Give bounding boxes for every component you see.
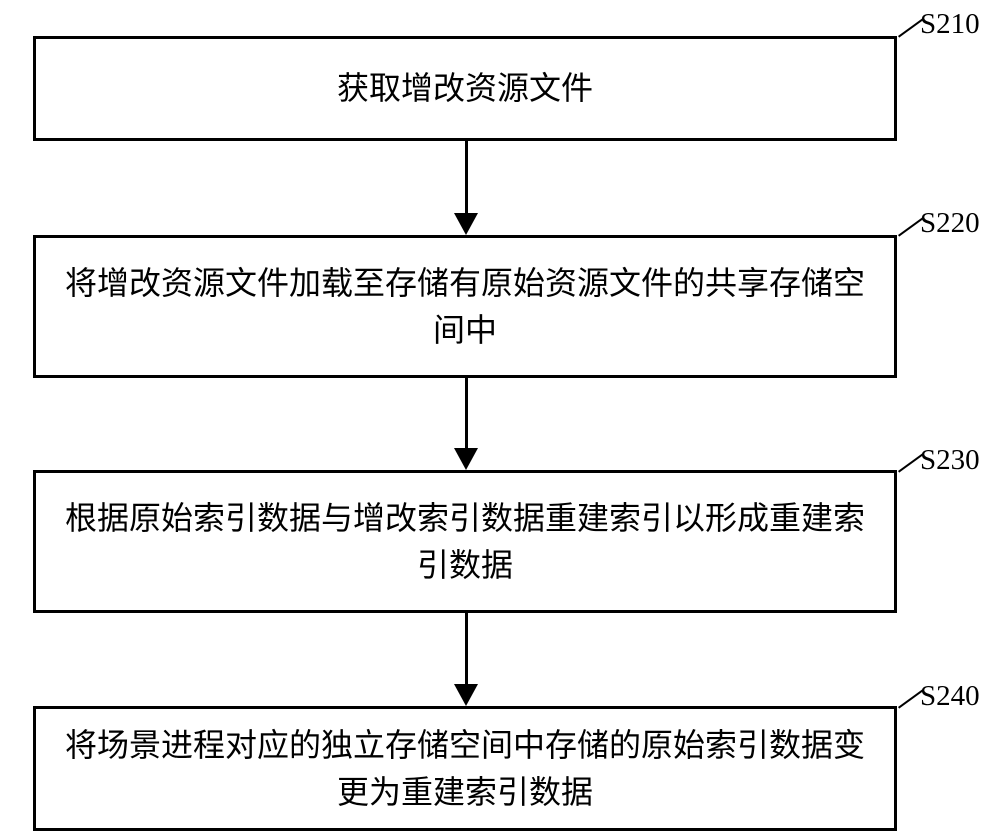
arrow-3-stem	[465, 613, 468, 684]
arrow-2-head-icon	[454, 448, 478, 470]
flowchart-canvas: 获取增改资源文件 将增改资源文件加载至存储有原始资源文件的共享存储空间中 根据原…	[0, 0, 1000, 838]
step-text: 获取增改资源文件	[337, 65, 593, 111]
arrow-1-stem	[465, 141, 468, 213]
step-label-s230: S230	[920, 444, 980, 477]
step-text: 根据原始索引数据与增改索引数据重建索引以形成重建索引数据	[56, 495, 874, 588]
step-box-s220: 将增改资源文件加载至存储有原始资源文件的共享存储空间中	[33, 235, 897, 378]
arrow-3-head-icon	[454, 684, 478, 706]
step-label-s210: S210	[920, 8, 980, 41]
arrow-1-head-icon	[454, 213, 478, 235]
step-box-s210: 获取增改资源文件	[33, 36, 897, 141]
step-text: 将场景进程对应的独立存储空间中存储的原始索引数据变更为重建索引数据	[56, 722, 874, 815]
step-label-s220: S220	[920, 207, 980, 240]
step-box-s230: 根据原始索引数据与增改索引数据重建索引以形成重建索引数据	[33, 470, 897, 613]
step-text: 将增改资源文件加载至存储有原始资源文件的共享存储空间中	[56, 260, 874, 353]
step-label-s240: S240	[920, 680, 980, 713]
step-box-s240: 将场景进程对应的独立存储空间中存储的原始索引数据变更为重建索引数据	[33, 706, 897, 831]
arrow-2-stem	[465, 378, 468, 448]
